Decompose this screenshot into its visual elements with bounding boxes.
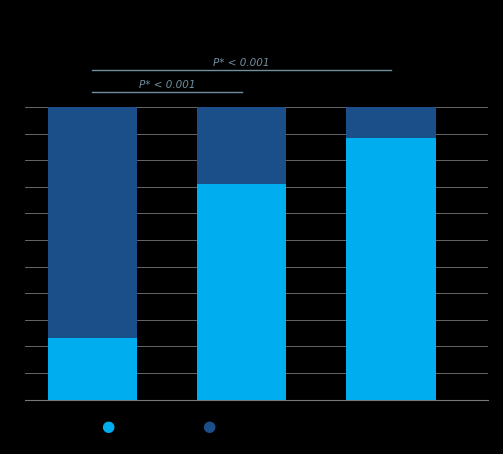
Bar: [48, 338, 137, 400]
Text: P* < 0.001: P* < 0.001: [213, 59, 270, 69]
Text: P* < 0.001: P* < 0.001: [139, 80, 195, 90]
Text: ●: ●: [102, 419, 115, 434]
Bar: [48, 107, 137, 338]
Bar: [197, 107, 286, 184]
Bar: [346, 138, 436, 400]
Bar: [346, 107, 436, 138]
Bar: [197, 184, 286, 400]
Text: ●: ●: [202, 419, 215, 434]
